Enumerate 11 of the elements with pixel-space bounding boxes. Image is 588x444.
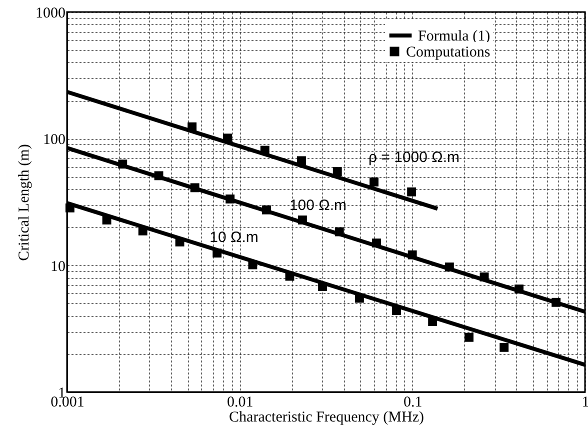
y-tick-label: 10	[50, 258, 66, 275]
x-axis-title: Characteristic Frequency (MHz)	[229, 410, 424, 426]
x-tick-label: 1	[582, 394, 588, 410]
x-tick-label: 0.01	[227, 394, 254, 410]
annotation: 10 Ω.m	[210, 229, 258, 246]
x-tick-label: 0.1	[403, 394, 422, 410]
y-tick-label: 1000	[36, 6, 66, 22]
y-tick-label: 100	[43, 132, 66, 148]
annotation: 100 Ω.m	[289, 197, 347, 214]
y-axis-title: Critical Length (m)	[16, 144, 32, 261]
legend-label: Computations	[406, 44, 490, 60]
